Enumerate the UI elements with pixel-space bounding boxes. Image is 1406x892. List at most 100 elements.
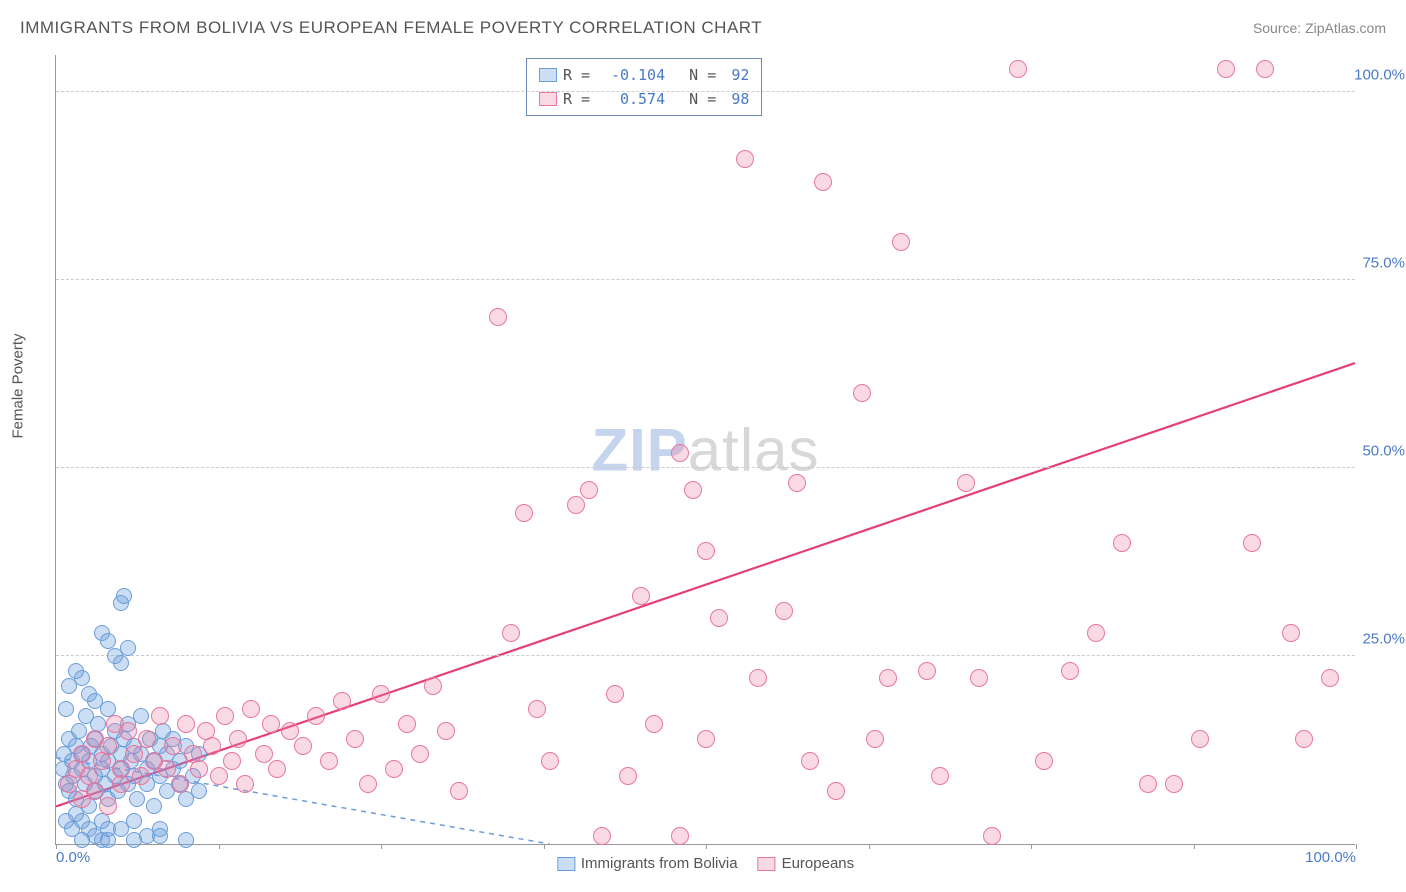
- data-point: [437, 722, 455, 740]
- data-point: [398, 715, 416, 733]
- chart-container: IMMIGRANTS FROM BOLIVIA VS EUROPEAN FEMA…: [0, 0, 1406, 892]
- data-point: [119, 722, 137, 740]
- source-label: Source: ZipAtlas.com: [1253, 20, 1386, 36]
- data-point: [567, 496, 585, 514]
- data-point: [1113, 534, 1131, 552]
- data-point: [983, 827, 1001, 845]
- data-point: [541, 752, 559, 770]
- data-point: [68, 663, 84, 679]
- legend-swatch: [758, 857, 776, 871]
- stats-legend-row: R = -0.104 N = 92: [539, 63, 749, 87]
- x-tick: [1194, 844, 1195, 849]
- data-point: [190, 760, 208, 778]
- data-point: [164, 737, 182, 755]
- data-point: [133, 708, 149, 724]
- data-point: [1243, 534, 1261, 552]
- data-point: [87, 693, 103, 709]
- data-point: [1321, 669, 1339, 687]
- data-point: [1165, 775, 1183, 793]
- legend-r-label: R =: [563, 63, 599, 87]
- data-point: [138, 730, 156, 748]
- grid-line: [56, 467, 1355, 468]
- data-point: [333, 692, 351, 710]
- data-point: [203, 737, 221, 755]
- plot-area: ZIPatlas R = -0.104 N = 92R = 0.574 N = …: [55, 55, 1355, 845]
- data-point: [892, 233, 910, 251]
- data-point: [99, 737, 117, 755]
- data-point: [99, 797, 117, 815]
- data-point: [210, 767, 228, 785]
- data-point: [1191, 730, 1209, 748]
- data-point: [126, 813, 142, 829]
- x-tick: [1356, 844, 1357, 849]
- data-point: [671, 827, 689, 845]
- data-point: [424, 677, 442, 695]
- data-point: [178, 832, 194, 848]
- legend-n-label: N =: [671, 63, 725, 87]
- legend-label: Europeans: [782, 855, 855, 872]
- data-point: [86, 782, 104, 800]
- data-point: [970, 669, 988, 687]
- chart-title: IMMIGRANTS FROM BOLIVIA VS EUROPEAN FEMA…: [20, 18, 762, 38]
- series-legend: Immigrants from Bolivia Europeans: [557, 855, 854, 872]
- data-point: [242, 700, 260, 718]
- data-point: [1061, 662, 1079, 680]
- data-point: [112, 775, 130, 793]
- data-point: [73, 745, 91, 763]
- data-point: [931, 767, 949, 785]
- data-point: [58, 701, 74, 717]
- data-point: [957, 474, 975, 492]
- data-point: [788, 474, 806, 492]
- grid-line: [56, 91, 1355, 92]
- data-point: [775, 602, 793, 620]
- x-tick: [544, 844, 545, 849]
- data-point: [1282, 624, 1300, 642]
- data-point: [411, 745, 429, 763]
- data-point: [307, 707, 325, 725]
- data-point: [129, 791, 145, 807]
- data-point: [1217, 60, 1235, 78]
- grid-line: [56, 279, 1355, 280]
- x-tick: [869, 844, 870, 849]
- data-point: [502, 624, 520, 642]
- data-point: [1035, 752, 1053, 770]
- x-tick-label: 0.0%: [56, 849, 90, 866]
- data-point: [606, 685, 624, 703]
- legend-swatch: [557, 857, 575, 871]
- data-point: [236, 775, 254, 793]
- data-point: [132, 767, 150, 785]
- x-tick: [706, 844, 707, 849]
- data-point: [294, 737, 312, 755]
- data-point: [671, 444, 689, 462]
- data-point: [191, 783, 207, 799]
- data-point: [158, 760, 176, 778]
- x-tick: [219, 844, 220, 849]
- data-point: [632, 587, 650, 605]
- data-point: [216, 707, 234, 725]
- data-point: [866, 730, 884, 748]
- data-point: [71, 723, 87, 739]
- data-point: [177, 715, 195, 733]
- data-point: [1087, 624, 1105, 642]
- data-point: [580, 481, 598, 499]
- legend-swatch: [539, 68, 557, 82]
- data-point: [1009, 60, 1027, 78]
- x-tick-label: 100.0%: [1305, 849, 1356, 866]
- data-point: [229, 730, 247, 748]
- data-point: [918, 662, 936, 680]
- data-point: [151, 707, 169, 725]
- legend-label: Immigrants from Bolivia: [581, 855, 738, 872]
- data-point: [450, 782, 468, 800]
- grid-line: [56, 655, 1355, 656]
- data-point: [697, 542, 715, 560]
- data-point: [801, 752, 819, 770]
- legend-item: Immigrants from Bolivia: [557, 855, 738, 872]
- y-tick-label: 75.0%: [1350, 254, 1405, 271]
- y-tick-label: 100.0%: [1350, 66, 1405, 83]
- data-point: [1295, 730, 1313, 748]
- data-point: [814, 173, 832, 191]
- data-point: [697, 730, 715, 748]
- data-point: [255, 745, 273, 763]
- data-point: [346, 730, 364, 748]
- data-point: [879, 669, 897, 687]
